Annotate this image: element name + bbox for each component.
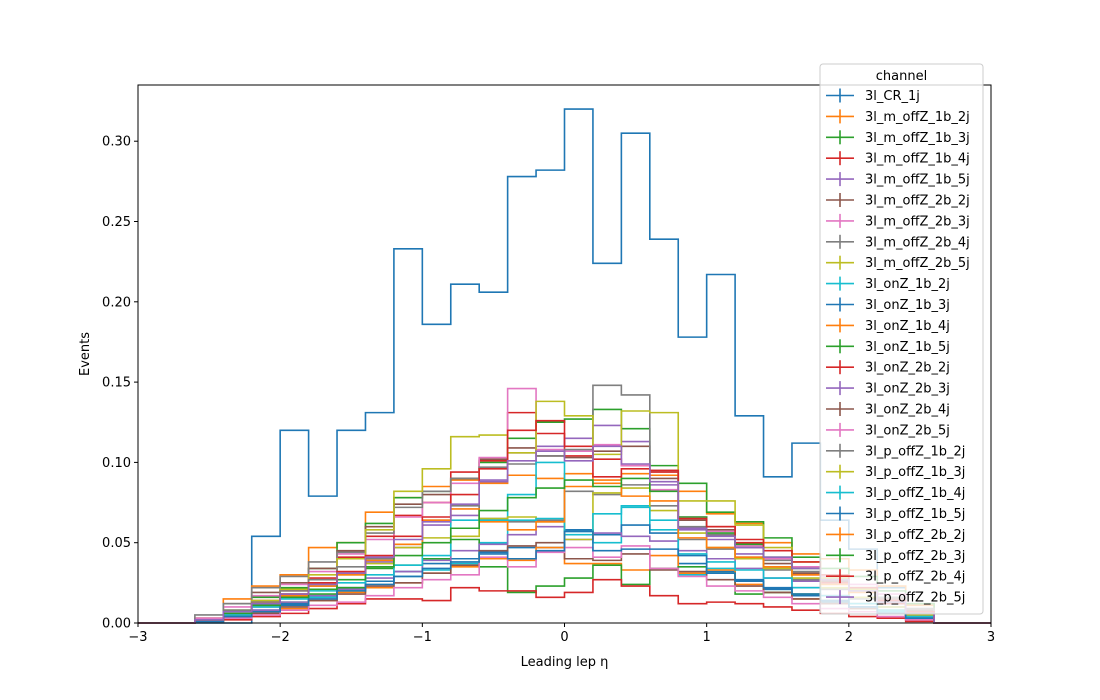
- legend-item-3l_p_offZ_1b_5j: 3l_p_offZ_1b_5j: [826, 506, 965, 522]
- y-axis-title: Events: [78, 332, 93, 376]
- legend-item-3l_p_offZ_1b_2j: 3l_p_offZ_1b_2j: [826, 443, 965, 459]
- legend-label: 3l_onZ_2b_4j: [865, 403, 950, 418]
- legend-item-3l_onZ_1b_4j: 3l_onZ_1b_4j: [826, 318, 950, 334]
- legend-label: 3l_m_offZ_2b_5j: [865, 256, 970, 271]
- y-tick-label: 0.10: [102, 456, 131, 471]
- legend: channel 3l_CR_1j 3l_m_offZ_1b_2j 3l_m_offZ…: [819, 63, 984, 615]
- y-tick-label: 0.00: [102, 617, 131, 632]
- legend-label: 3l_onZ_1b_2j: [865, 277, 950, 292]
- legend-item-3l_p_offZ_2b_3j: 3l_p_offZ_2b_3j: [826, 548, 965, 564]
- legend-items: 3l_CR_1j 3l_m_offZ_1b_2j 3l_m_offZ_1b_3j 3l…: [826, 88, 970, 606]
- legend-title: channel: [876, 69, 927, 84]
- legend-item-3l_onZ_2b_4j: 3l_onZ_2b_4j: [826, 402, 950, 418]
- legend-label: 3l_m_offZ_2b_3j: [865, 214, 970, 229]
- legend-item-3l_p_offZ_2b_2j: 3l_p_offZ_2b_2j: [826, 527, 965, 543]
- legend-item-3l_p_offZ_2b_4j: 3l_p_offZ_2b_4j: [826, 569, 965, 585]
- legend-item-3l_onZ_2b_5j: 3l_onZ_2b_5j: [826, 422, 950, 438]
- legend-item-3l_m_offZ_1b_3j: 3l_m_offZ_1b_3j: [826, 130, 970, 146]
- legend-label: 3l_p_offZ_1b_4j: [865, 486, 965, 501]
- legend-item-3l_m_offZ_2b_3j: 3l_m_offZ_2b_3j: [826, 213, 970, 229]
- x-tick-label: 3: [987, 630, 995, 645]
- legend-label: 3l_p_offZ_2b_4j: [865, 570, 965, 585]
- legend-label: 3l_m_offZ_1b_4j: [865, 152, 970, 167]
- x-tick-label: −3: [128, 630, 147, 645]
- legend-label: 3l_onZ_2b_2j: [865, 361, 950, 376]
- legend-item-3l_onZ_1b_2j: 3l_onZ_1b_2j: [826, 276, 950, 292]
- legend-label: 3l_CR_1j: [865, 89, 920, 104]
- legend-label: 3l_m_offZ_1b_2j: [865, 110, 970, 125]
- legend-box: [819, 63, 984, 615]
- legend-label: 3l_m_offZ_1b_5j: [865, 173, 970, 188]
- legend-item-3l_CR_1j: 3l_CR_1j: [826, 88, 920, 104]
- legend-item-3l_m_offZ_1b_2j: 3l_m_offZ_1b_2j: [826, 109, 970, 125]
- legend-label: 3l_onZ_1b_3j: [865, 298, 950, 313]
- legend-label: 3l_p_offZ_1b_5j: [865, 507, 965, 522]
- y-tick-label: 0.15: [102, 376, 131, 391]
- legend-item-3l_m_offZ_1b_4j: 3l_m_offZ_1b_4j: [826, 151, 970, 167]
- x-tick-label: −2: [271, 630, 290, 645]
- legend-label: 3l_onZ_1b_4j: [865, 319, 950, 334]
- y-tick-label: 0.05: [102, 536, 131, 551]
- legend-label: 3l_m_offZ_1b_3j: [865, 131, 970, 146]
- legend-label: 3l_m_offZ_2b_4j: [865, 235, 970, 250]
- x-tick-label: −1: [413, 630, 432, 645]
- y-axis: 0.00 0.05 0.10 0.15 0.20 0.25 0.30: [102, 135, 138, 632]
- legend-item-3l_m_offZ_2b_4j: 3l_m_offZ_2b_4j: [826, 234, 970, 250]
- x-tick-label: 1: [703, 630, 711, 645]
- legend-item-3l_m_offZ_1b_5j: 3l_m_offZ_1b_5j: [826, 172, 970, 188]
- x-tick-label: 0: [560, 630, 568, 645]
- legend-label: 3l_m_offZ_2b_2j: [865, 194, 970, 209]
- legend-label: 3l_p_offZ_2b_5j: [865, 591, 965, 606]
- legend-item-3l_m_offZ_2b_2j: 3l_m_offZ_2b_2j: [826, 193, 970, 209]
- legend-item-3l_onZ_1b_3j: 3l_onZ_1b_3j: [826, 297, 950, 313]
- legend-item-3l_p_offZ_1b_4j: 3l_p_offZ_1b_4j: [826, 485, 965, 501]
- x-tick-label: 2: [845, 630, 853, 645]
- legend-item-3l_p_offZ_1b_3j: 3l_p_offZ_1b_3j: [826, 464, 965, 480]
- y-tick-label: 0.30: [102, 135, 131, 150]
- legend-label: 3l_onZ_2b_3j: [865, 382, 950, 397]
- legend-item-3l_m_offZ_2b_5j: 3l_m_offZ_2b_5j: [826, 255, 970, 271]
- x-axis: −3 −2 −1 0 1 2 3: [128, 623, 995, 645]
- x-axis-title: Leading lep η: [521, 655, 609, 670]
- legend-item-3l_onZ_2b_3j: 3l_onZ_2b_3j: [826, 381, 950, 397]
- legend-label: 3l_onZ_1b_5j: [865, 340, 950, 355]
- legend-label: 3l_p_offZ_1b_3j: [865, 465, 965, 480]
- y-tick-label: 0.20: [102, 295, 131, 310]
- legend-label: 3l_p_offZ_1b_2j: [865, 444, 965, 459]
- legend-label: 3l_p_offZ_2b_3j: [865, 549, 965, 564]
- legend-label: 3l_p_offZ_2b_2j: [865, 528, 965, 543]
- legend-label: 3l_onZ_2b_5j: [865, 423, 950, 438]
- y-tick-label: 0.25: [102, 215, 131, 230]
- legend-item-3l_p_offZ_2b_5j: 3l_p_offZ_2b_5j: [826, 590, 965, 606]
- legend-item-3l_onZ_1b_5j: 3l_onZ_1b_5j: [826, 339, 950, 355]
- legend-item-3l_onZ_2b_2j: 3l_onZ_2b_2j: [826, 360, 950, 376]
